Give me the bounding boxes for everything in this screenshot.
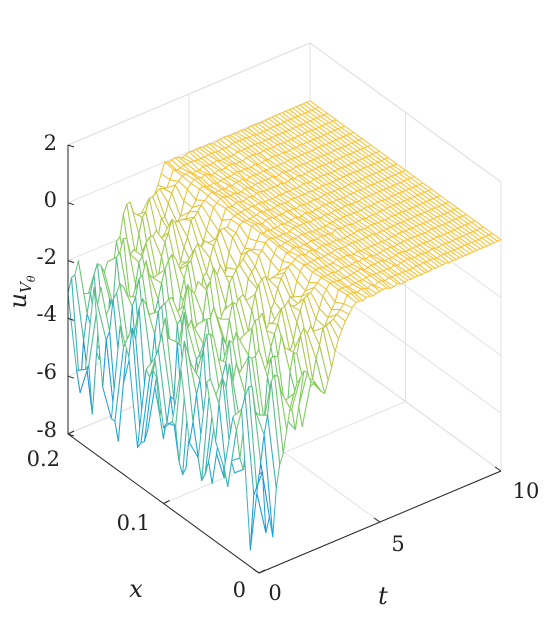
z-tick (67, 260, 75, 264)
x-tick-label: 0.1 (117, 511, 150, 535)
z-tick-label: -4 (37, 302, 57, 326)
z-tick-label: -6 (37, 360, 57, 384)
x-tick-label: 0 (233, 578, 246, 602)
mesh-cell (249, 471, 263, 551)
z-tick (67, 375, 75, 379)
t-tick (373, 517, 381, 523)
z-tick-label: -2 (37, 245, 57, 269)
surface-mesh (67, 100, 502, 551)
z-tick (67, 317, 75, 321)
z-axis-label: uVθ (4, 275, 38, 308)
svg-text:uVθ: uVθ (4, 275, 38, 308)
t-tick-label: 0 (268, 581, 281, 605)
z-tick (67, 202, 75, 206)
t-tick-label: 5 (391, 532, 404, 556)
t-tick-label: 10 (513, 479, 540, 503)
z-tick-label: 0 (44, 188, 57, 212)
z-tick-label: 2 (44, 131, 57, 155)
x-tick-label: 0.2 (27, 447, 60, 471)
x-tick (163, 500, 170, 504)
z-tick (67, 144, 75, 148)
grid-line (163, 401, 406, 504)
t-tick (252, 568, 260, 574)
x-tick (258, 569, 266, 574)
x-axis-label: x (129, 575, 143, 603)
t-tick (494, 466, 502, 472)
z-tick-label: -8 (37, 418, 57, 442)
axes (67, 144, 502, 574)
z-tick (67, 433, 75, 437)
t-axis-label: t (378, 582, 388, 610)
x-tick (67, 430, 75, 435)
